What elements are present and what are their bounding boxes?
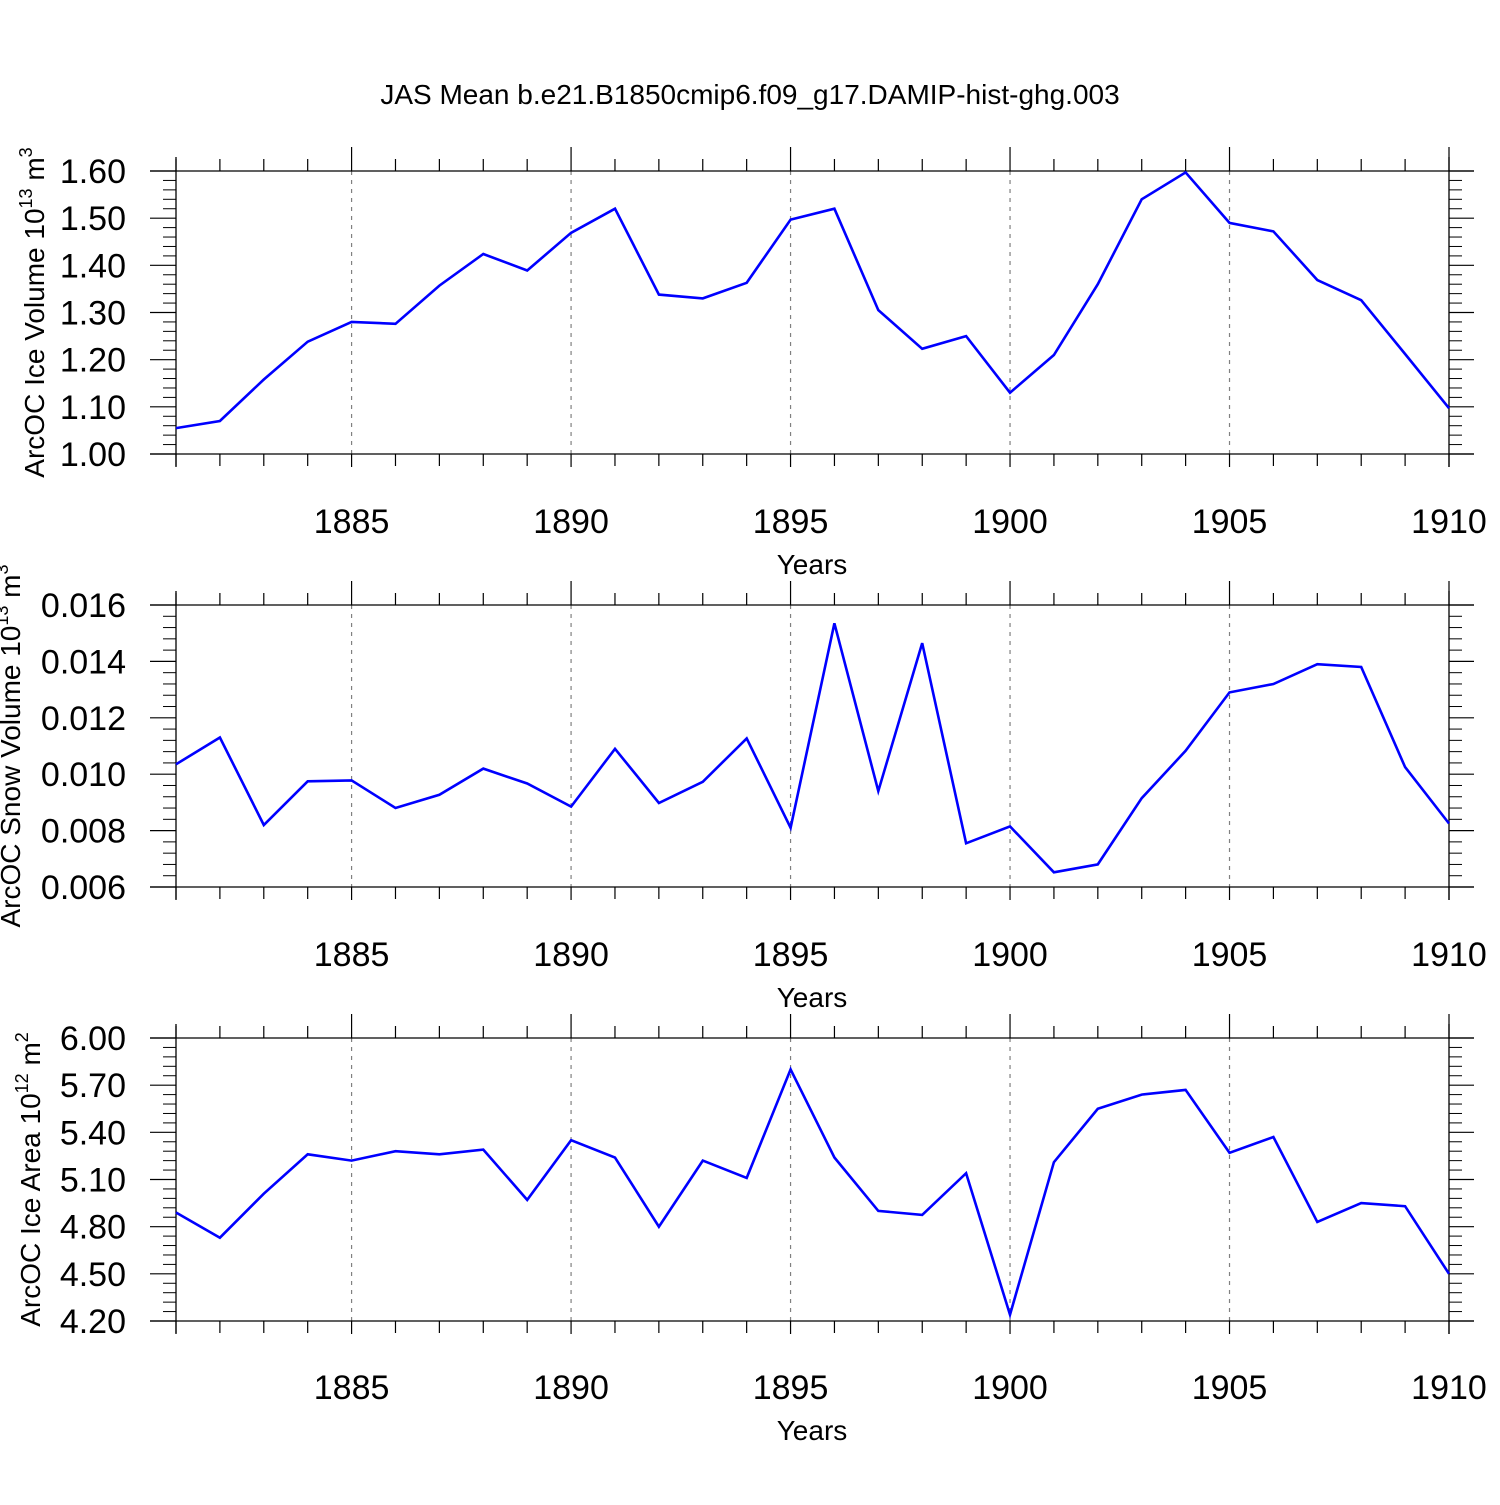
panel-ice-volume: 1.00 1.10 1.20 1.30 1.40 1.50 1.60 1885 1890 1895… (16, 147, 1487, 580)
y-tick-label: 0.016 (41, 587, 126, 625)
y-tick-label: 6.00 (60, 1020, 126, 1058)
y-tick-label: 0.006 (41, 869, 126, 907)
x-tick-label: 1905 (1192, 1369, 1268, 1407)
x-tick-label: 1905 (1192, 936, 1268, 974)
x-tick-label: 1900 (972, 936, 1048, 974)
x-tick-label: 1900 (972, 503, 1048, 541)
y-tick-label: 0.008 (41, 813, 126, 851)
x-tick-label: 1895 (753, 503, 829, 541)
y-tick-label: 5.40 (60, 1114, 126, 1152)
x-tick-label: 1900 (972, 1369, 1048, 1407)
x-axis-title: Years (777, 549, 848, 580)
panel-snow-volume: 0.006 0.008 0.010 0.012 0.014 0.016 1885 1890 18… (0, 564, 1487, 1013)
series-line (176, 1069, 1449, 1314)
series-line (176, 623, 1449, 872)
x-tick-label: 1910 (1411, 503, 1487, 541)
y-tick-label: 4.50 (60, 1256, 126, 1294)
chart-panels: 1.00 1.10 1.20 1.30 1.40 1.50 1.60 1885 1890 1895… (0, 147, 1487, 1446)
series-line (176, 172, 1449, 428)
x-tick-label: 1910 (1411, 1369, 1487, 1407)
x-tick-label: 1895 (753, 1369, 829, 1407)
x-tick-label: 1885 (314, 1369, 390, 1407)
x-tick-label: 1895 (753, 936, 829, 974)
y-tick-label: 1.60 (60, 153, 126, 191)
y-tick-label: 5.70 (60, 1067, 126, 1105)
y-tick-label: 4.80 (60, 1209, 126, 1247)
x-axis-title: Years (777, 982, 848, 1013)
y-axis-title: ArcOC Snow Volume 1013 m3 (0, 564, 26, 927)
y-axis-title: ArcOC Ice Volume 1013 m3 (16, 147, 50, 477)
x-tick-label: 1910 (1411, 936, 1487, 974)
y-tick-label: 1.50 (60, 200, 126, 238)
x-tick-label: 1885 (314, 503, 390, 541)
x-tick-label: 1890 (533, 936, 609, 974)
y-tick-label: 1.20 (60, 342, 126, 380)
y-tick-label: 0.014 (41, 643, 126, 681)
x-axis-title: Years (777, 1415, 848, 1446)
x-tick-label: 1905 (1192, 503, 1268, 541)
x-tick-label: 1885 (314, 936, 390, 974)
y-tick-label: 4.20 (60, 1303, 126, 1341)
y-tick-label: 1.30 (60, 295, 126, 333)
chart-title: JAS Mean b.e21.B1850cmip6.f09_g17.DAMIP-… (380, 79, 1119, 110)
y-tick-label: 1.40 (60, 247, 126, 285)
y-tick-label: 0.010 (41, 756, 126, 794)
y-tick-label: 1.10 (60, 389, 126, 427)
y-axis-title: ArcOC Ice Area 1012 m2 (12, 1032, 46, 1327)
y-tick-label: 1.00 (60, 436, 126, 474)
y-tick-label: 5.10 (60, 1162, 126, 1200)
panel-ice-area: 4.20 4.50 4.80 5.10 5.40 5.70 6.00 1885 1890 1895… (12, 1014, 1487, 1446)
x-tick-label: 1890 (533, 1369, 609, 1407)
y-tick-label: 0.012 (41, 700, 126, 738)
x-tick-label: 1890 (533, 503, 609, 541)
